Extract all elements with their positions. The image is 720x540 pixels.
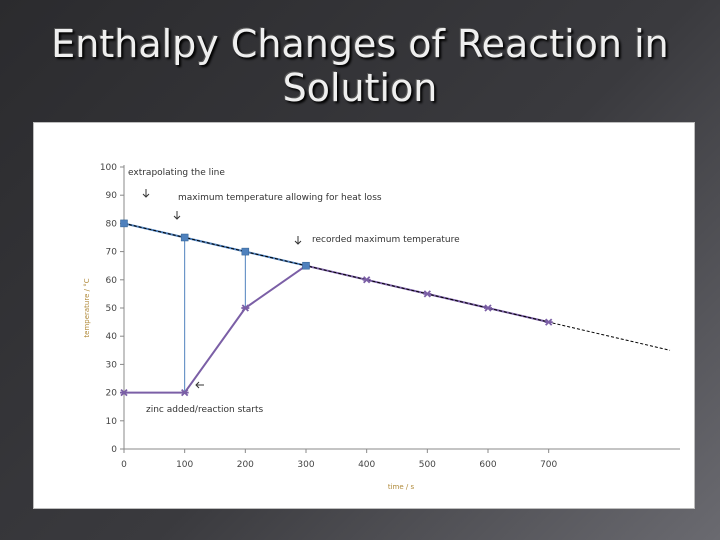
y-tick-label: 30 [106,360,118,370]
annotation-extrapolating-line: extrapolating the line [128,168,225,178]
y-tick-label: 70 [106,248,118,258]
x-tick-label: 100 [176,460,193,470]
data-point-star [362,276,371,284]
chart-panel: 0 10 20 30 40 50 60 70 80 90 100 0 100 200 300 400 500 60… [33,122,695,509]
x-tick-label: 700 [540,460,557,470]
data-point-square [241,247,250,256]
data-point-square [180,233,189,242]
x-tick-label: 300 [297,460,314,470]
x-tick-label: 500 [419,460,436,470]
data-point-square [302,261,310,270]
y-tick-label: 100 [100,163,117,173]
arrow-down-icon [173,211,181,220]
x-tick-label: 600 [479,460,496,470]
slide-title: Enthalpy Changes of Reaction in Solution [0,22,720,110]
series-line-extrapolated-cooling-line [123,222,307,267]
data-point-star [484,304,492,312]
y-tick-label: 40 [106,332,118,342]
data-point-star [180,388,189,397]
series-line-extrapolation [123,222,671,351]
y-tick-label: 90 [106,191,118,201]
data-point-star [423,290,432,298]
x-tick-label: 200 [237,460,254,470]
slide-title-line-2: Solution [282,66,438,110]
x-tick-label: 400 [358,460,375,470]
annotation-zinc-added: zinc added/reaction starts [146,405,264,415]
arrow-left-icon [195,381,204,389]
slide-title-line-1: Enthalpy Changes of Reaction in [51,22,669,66]
y-tick-label: 0 [111,445,117,455]
series-line-recorded-temperature [124,264,549,394]
y-tick-label: 60 [106,276,118,286]
temperature-time-chart: 0 10 20 30 40 50 60 70 80 90 100 0 100 200 300 400 500 60… [83,163,680,491]
annotation-recorded-max-temp: recorded maximum temperature [312,235,460,245]
arrow-down-icon [294,236,302,245]
data-point-star [241,304,250,312]
annotation-max-temp-heat-loss: maximum temperature allowing for heat lo… [178,193,382,203]
y-axis-label: temperature / °C [83,278,91,337]
y-tick-label: 10 [106,417,118,427]
y-tick-label: 20 [106,389,118,399]
data-point-star [544,318,553,326]
arrow-down-icon [142,189,150,198]
x-axis-label: time / s [388,483,415,491]
x-tick-label: 0 [121,460,127,470]
data-point-star [120,388,128,397]
data-point-square [120,219,128,228]
y-tick-label: 80 [106,219,118,229]
y-tick-label: 50 [106,304,118,314]
